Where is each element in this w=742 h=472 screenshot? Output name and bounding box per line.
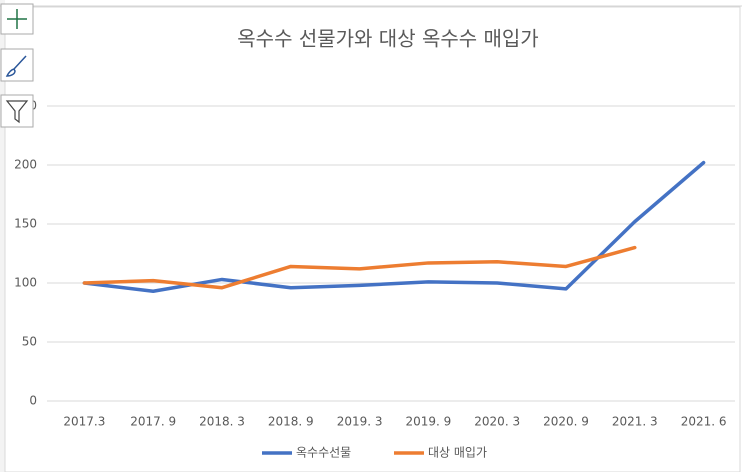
legend-label: 대상 매입가 [428,446,487,460]
x-tick-label: 2020. 3 [474,415,520,429]
chart-title: 옥수수 선물가와 대상 옥수수 매입가 [237,27,538,51]
chart-style-button[interactable] [0,48,34,82]
x-tick-label: 2017.3 [63,415,105,429]
y-tick-label: 200 [14,158,37,172]
chart-area [4,6,741,472]
series-line [82,245,637,290]
x-tick-label: 2021. 3 [612,415,658,429]
chart-filter-button[interactable] [0,94,34,128]
x-tick-label: 2018. 9 [268,415,314,429]
y-tick-label: 150 [14,217,37,231]
x-tick-label: 2021. 6 [681,415,727,429]
x-tick-label: 2017. 9 [130,415,176,429]
x-tick-label: 2018. 3 [199,415,245,429]
x-tick-label: 2019. 3 [337,415,383,429]
y-tick-label: 0 [29,394,37,408]
x-tick-label: 2020. 9 [543,415,589,429]
chart-tools [0,3,34,128]
add-element-button[interactable] [0,3,34,35]
y-tick-label: 50 [22,335,37,349]
y-tick-label: 100 [14,276,37,290]
legend-label: 옥수수선물 [296,446,351,460]
x-tick-label: 2019. 9 [405,415,451,429]
sheet-edge [0,0,5,472]
